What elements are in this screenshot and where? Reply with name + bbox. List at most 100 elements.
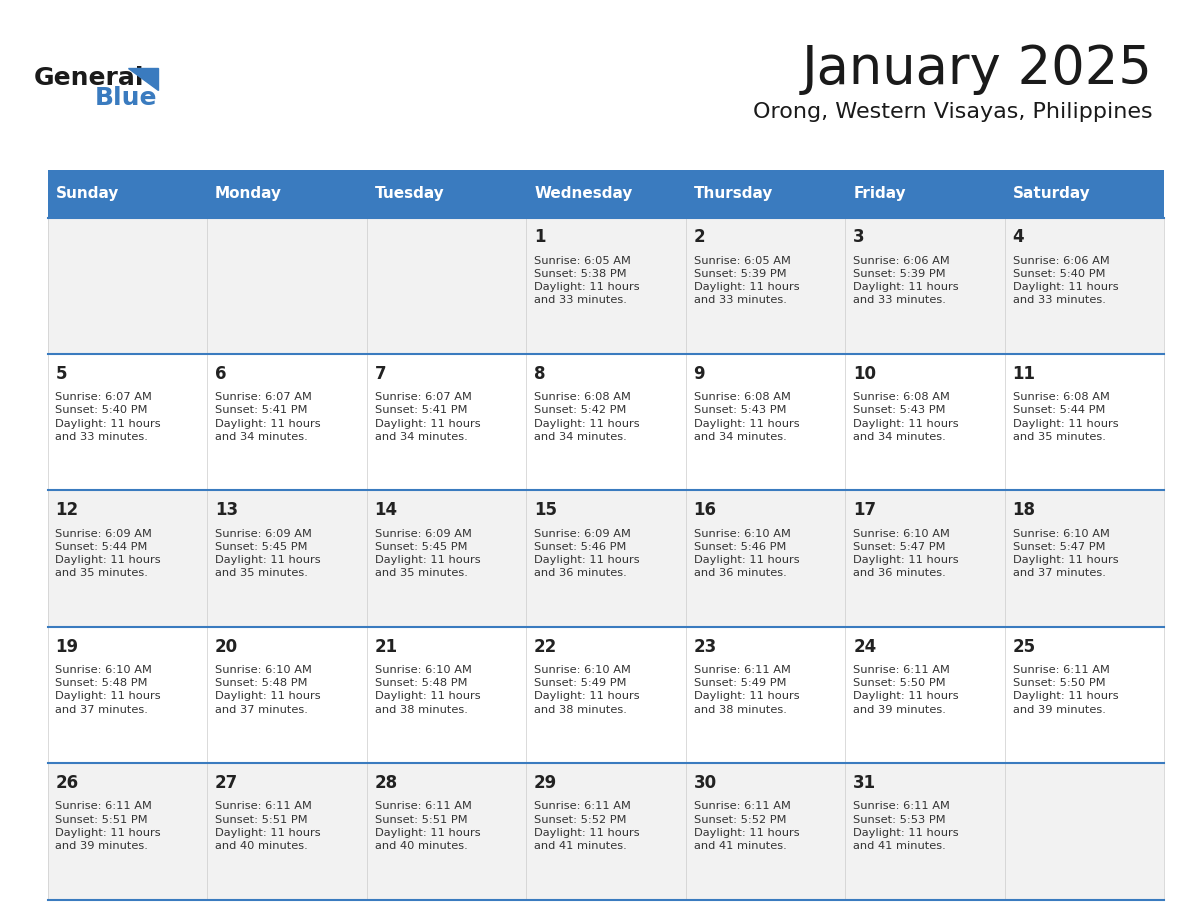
- Text: 8: 8: [535, 364, 545, 383]
- Text: 1: 1: [535, 229, 545, 246]
- Text: Sunrise: 6:10 AM
Sunset: 5:49 PM
Daylight: 11 hours
and 38 minutes.: Sunrise: 6:10 AM Sunset: 5:49 PM Dayligh…: [535, 665, 639, 714]
- Bar: [48, 170, 207, 218]
- Text: Sunrise: 6:09 AM
Sunset: 5:45 PM
Daylight: 11 hours
and 35 minutes.: Sunrise: 6:09 AM Sunset: 5:45 PM Dayligh…: [374, 529, 480, 578]
- Text: 16: 16: [694, 501, 716, 520]
- Text: Sunrise: 6:09 AM
Sunset: 5:45 PM
Daylight: 11 hours
and 35 minutes.: Sunrise: 6:09 AM Sunset: 5:45 PM Dayligh…: [215, 529, 321, 578]
- Bar: [685, 354, 845, 490]
- Text: Sunrise: 6:11 AM
Sunset: 5:50 PM
Daylight: 11 hours
and 39 minutes.: Sunrise: 6:11 AM Sunset: 5:50 PM Dayligh…: [1012, 665, 1118, 714]
- Bar: [526, 763, 685, 900]
- Text: Sunrise: 6:07 AM
Sunset: 5:41 PM
Daylight: 11 hours
and 34 minutes.: Sunrise: 6:07 AM Sunset: 5:41 PM Dayligh…: [374, 392, 480, 442]
- Bar: [367, 490, 526, 627]
- Text: 18: 18: [1012, 501, 1036, 520]
- Text: 23: 23: [694, 638, 716, 655]
- Bar: [845, 354, 1005, 490]
- Bar: [1005, 763, 1164, 900]
- Bar: [526, 490, 685, 627]
- Text: Sunrise: 6:08 AM
Sunset: 5:44 PM
Daylight: 11 hours
and 35 minutes.: Sunrise: 6:08 AM Sunset: 5:44 PM Dayligh…: [1012, 392, 1118, 442]
- Bar: [1005, 354, 1164, 490]
- Bar: [845, 490, 1005, 627]
- Text: 7: 7: [374, 364, 386, 383]
- Text: Sunrise: 6:08 AM
Sunset: 5:42 PM
Daylight: 11 hours
and 34 minutes.: Sunrise: 6:08 AM Sunset: 5:42 PM Dayligh…: [535, 392, 639, 442]
- Text: Sunrise: 6:11 AM
Sunset: 5:51 PM
Daylight: 11 hours
and 39 minutes.: Sunrise: 6:11 AM Sunset: 5:51 PM Dayligh…: [56, 801, 162, 851]
- Text: Sunrise: 6:09 AM
Sunset: 5:44 PM
Daylight: 11 hours
and 35 minutes.: Sunrise: 6:09 AM Sunset: 5:44 PM Dayligh…: [56, 529, 162, 578]
- Bar: [207, 490, 367, 627]
- Text: Wednesday: Wednesday: [535, 186, 632, 201]
- Polygon shape: [128, 68, 158, 90]
- Bar: [845, 218, 1005, 354]
- Bar: [526, 354, 685, 490]
- Bar: [48, 763, 207, 900]
- Text: Sunrise: 6:07 AM
Sunset: 5:41 PM
Daylight: 11 hours
and 34 minutes.: Sunrise: 6:07 AM Sunset: 5:41 PM Dayligh…: [215, 392, 321, 442]
- Text: January 2025: January 2025: [802, 43, 1152, 95]
- Text: Sunrise: 6:10 AM
Sunset: 5:48 PM
Daylight: 11 hours
and 38 minutes.: Sunrise: 6:10 AM Sunset: 5:48 PM Dayligh…: [374, 665, 480, 714]
- Text: Sunrise: 6:06 AM
Sunset: 5:40 PM
Daylight: 11 hours
and 33 minutes.: Sunrise: 6:06 AM Sunset: 5:40 PM Dayligh…: [1012, 256, 1118, 306]
- Bar: [526, 218, 685, 354]
- Text: 27: 27: [215, 774, 239, 792]
- Text: Sunrise: 6:08 AM
Sunset: 5:43 PM
Daylight: 11 hours
and 34 minutes.: Sunrise: 6:08 AM Sunset: 5:43 PM Dayligh…: [694, 392, 800, 442]
- Bar: [207, 170, 367, 218]
- Text: 28: 28: [374, 774, 398, 792]
- Bar: [1005, 490, 1164, 627]
- Bar: [526, 170, 685, 218]
- Text: Sunrise: 6:11 AM
Sunset: 5:52 PM
Daylight: 11 hours
and 41 minutes.: Sunrise: 6:11 AM Sunset: 5:52 PM Dayligh…: [694, 801, 800, 851]
- Text: Sunrise: 6:10 AM
Sunset: 5:48 PM
Daylight: 11 hours
and 37 minutes.: Sunrise: 6:10 AM Sunset: 5:48 PM Dayligh…: [56, 665, 162, 714]
- Text: 15: 15: [535, 501, 557, 520]
- Text: Saturday: Saturday: [1012, 186, 1091, 201]
- Text: Sunrise: 6:10 AM
Sunset: 5:47 PM
Daylight: 11 hours
and 36 minutes.: Sunrise: 6:10 AM Sunset: 5:47 PM Dayligh…: [853, 529, 959, 578]
- Bar: [207, 218, 367, 354]
- Text: Sunrise: 6:10 AM
Sunset: 5:46 PM
Daylight: 11 hours
and 36 minutes.: Sunrise: 6:10 AM Sunset: 5:46 PM Dayligh…: [694, 529, 800, 578]
- Text: Sunrise: 6:05 AM
Sunset: 5:38 PM
Daylight: 11 hours
and 33 minutes.: Sunrise: 6:05 AM Sunset: 5:38 PM Dayligh…: [535, 256, 639, 306]
- Text: Sunrise: 6:07 AM
Sunset: 5:40 PM
Daylight: 11 hours
and 33 minutes.: Sunrise: 6:07 AM Sunset: 5:40 PM Dayligh…: [56, 392, 162, 442]
- Bar: [845, 627, 1005, 763]
- Bar: [48, 218, 207, 354]
- Text: 4: 4: [1012, 229, 1024, 246]
- Text: 11: 11: [1012, 364, 1036, 383]
- Text: Blue: Blue: [95, 86, 157, 110]
- Text: Sunday: Sunday: [56, 186, 119, 201]
- Text: 30: 30: [694, 774, 716, 792]
- Text: Monday: Monday: [215, 186, 282, 201]
- Bar: [48, 490, 207, 627]
- Bar: [685, 763, 845, 900]
- Text: 22: 22: [535, 638, 557, 655]
- Text: 9: 9: [694, 364, 706, 383]
- Bar: [367, 218, 526, 354]
- Text: 31: 31: [853, 774, 877, 792]
- Text: Friday: Friday: [853, 186, 905, 201]
- Text: 29: 29: [535, 774, 557, 792]
- Text: Sunrise: 6:10 AM
Sunset: 5:47 PM
Daylight: 11 hours
and 37 minutes.: Sunrise: 6:10 AM Sunset: 5:47 PM Dayligh…: [1012, 529, 1118, 578]
- Text: 20: 20: [215, 638, 238, 655]
- Bar: [526, 627, 685, 763]
- Bar: [685, 170, 845, 218]
- Bar: [367, 627, 526, 763]
- Bar: [845, 763, 1005, 900]
- Text: Sunrise: 6:11 AM
Sunset: 5:51 PM
Daylight: 11 hours
and 40 minutes.: Sunrise: 6:11 AM Sunset: 5:51 PM Dayligh…: [215, 801, 321, 851]
- Bar: [207, 354, 367, 490]
- Bar: [367, 354, 526, 490]
- Text: Sunrise: 6:05 AM
Sunset: 5:39 PM
Daylight: 11 hours
and 33 minutes.: Sunrise: 6:05 AM Sunset: 5:39 PM Dayligh…: [694, 256, 800, 306]
- Text: Sunrise: 6:11 AM
Sunset: 5:53 PM
Daylight: 11 hours
and 41 minutes.: Sunrise: 6:11 AM Sunset: 5:53 PM Dayligh…: [853, 801, 959, 851]
- Text: Sunrise: 6:11 AM
Sunset: 5:52 PM
Daylight: 11 hours
and 41 minutes.: Sunrise: 6:11 AM Sunset: 5:52 PM Dayligh…: [535, 801, 639, 851]
- Text: 2: 2: [694, 229, 706, 246]
- Text: Orong, Western Visayas, Philippines: Orong, Western Visayas, Philippines: [753, 102, 1152, 122]
- Text: 12: 12: [56, 501, 78, 520]
- Bar: [207, 627, 367, 763]
- Text: Sunrise: 6:06 AM
Sunset: 5:39 PM
Daylight: 11 hours
and 33 minutes.: Sunrise: 6:06 AM Sunset: 5:39 PM Dayligh…: [853, 256, 959, 306]
- Text: Sunrise: 6:08 AM
Sunset: 5:43 PM
Daylight: 11 hours
and 34 minutes.: Sunrise: 6:08 AM Sunset: 5:43 PM Dayligh…: [853, 392, 959, 442]
- Bar: [207, 763, 367, 900]
- Text: Sunrise: 6:09 AM
Sunset: 5:46 PM
Daylight: 11 hours
and 36 minutes.: Sunrise: 6:09 AM Sunset: 5:46 PM Dayligh…: [535, 529, 639, 578]
- Bar: [685, 490, 845, 627]
- Bar: [1005, 218, 1164, 354]
- Bar: [685, 218, 845, 354]
- Text: 21: 21: [374, 638, 398, 655]
- Text: Sunrise: 6:11 AM
Sunset: 5:50 PM
Daylight: 11 hours
and 39 minutes.: Sunrise: 6:11 AM Sunset: 5:50 PM Dayligh…: [853, 665, 959, 714]
- Text: 3: 3: [853, 229, 865, 246]
- Bar: [1005, 170, 1164, 218]
- Text: 24: 24: [853, 638, 877, 655]
- Bar: [367, 170, 526, 218]
- Text: Tuesday: Tuesday: [374, 186, 444, 201]
- Bar: [48, 354, 207, 490]
- Text: 19: 19: [56, 638, 78, 655]
- Text: 10: 10: [853, 364, 877, 383]
- Bar: [1005, 627, 1164, 763]
